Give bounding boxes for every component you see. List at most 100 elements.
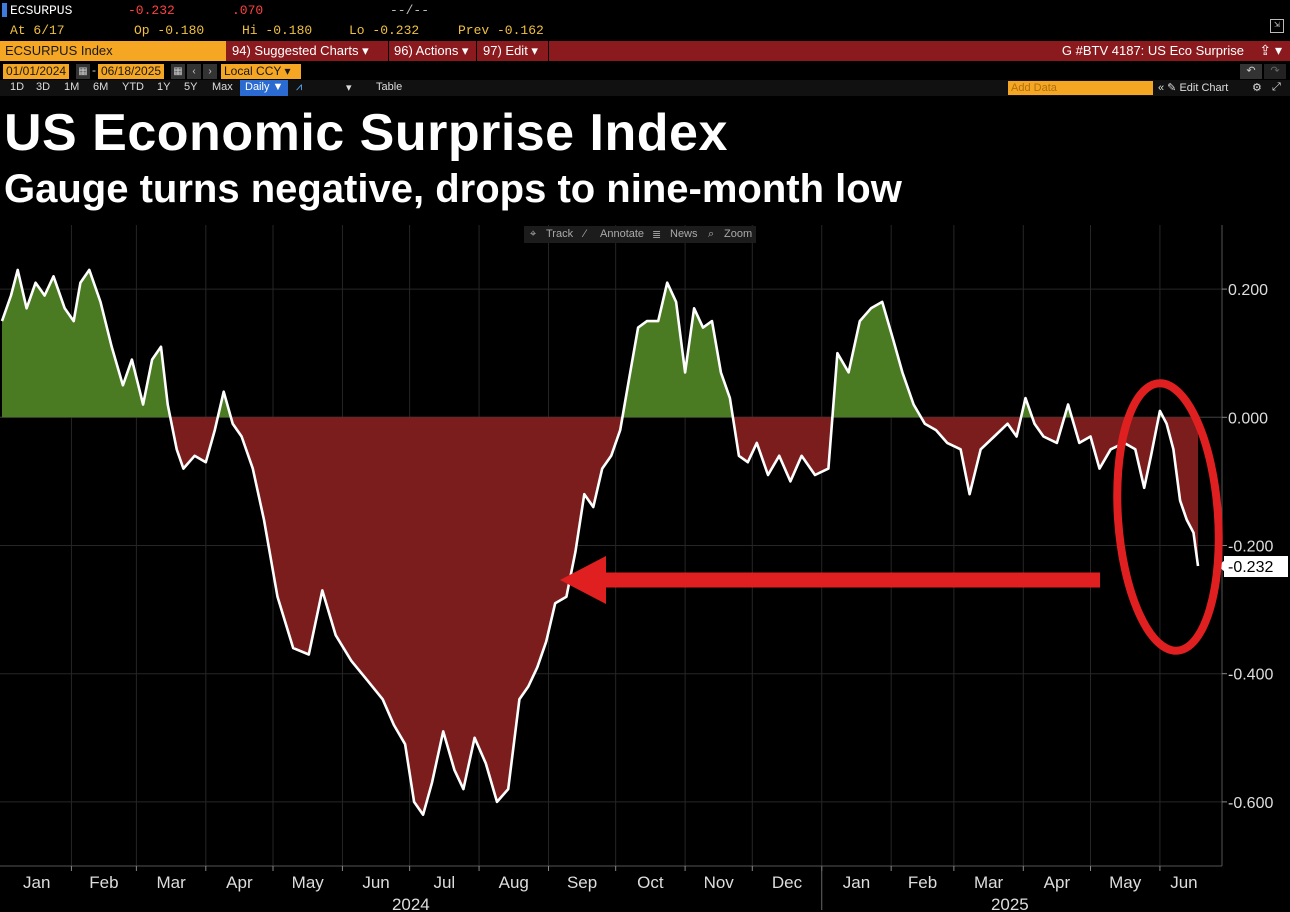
redo-icon[interactable]: ↷ (1264, 64, 1286, 79)
y-tick-label: 0.200 (1228, 282, 1268, 299)
negative-area (1032, 417, 1065, 443)
range-button[interactable]: 5Y (184, 81, 198, 93)
negative-area (1071, 417, 1159, 488)
series-line (0, 268, 1200, 816)
tool-annotate[interactable]: Annotate (600, 228, 645, 240)
quote-detail-row: At 6/17 Op -0.180 Hi -0.180 Lo -0.232 Pr… (0, 20, 1290, 40)
tool-news[interactable]: News (670, 228, 698, 240)
x-tick-label: Feb (908, 873, 937, 892)
x-tick-label: Mar (156, 873, 186, 892)
end-date-input[interactable]: 06/18/2025 (98, 64, 165, 79)
negative-area (230, 417, 623, 815)
positive-area (832, 301, 921, 418)
annotation-arrow-head (560, 556, 606, 604)
x-tick-label: Jul (433, 873, 455, 892)
x-tick-label: Jan (23, 873, 50, 892)
x-tick-label: Feb (89, 873, 118, 892)
range-button[interactable]: YTD (122, 81, 144, 93)
gear-icon[interactable]: ⚙ (1252, 82, 1262, 94)
x-tick-label: Aug (499, 873, 529, 892)
actions-menu[interactable]: 96) Actions ▾ (394, 43, 469, 58)
last-value-label: -0.232 (1228, 559, 1273, 576)
share-icon[interactable]: ⇪ ▾ (1259, 42, 1282, 58)
track-icon[interactable]: ⌖ (530, 228, 537, 240)
positive-area (2, 269, 171, 418)
chevron-down-icon[interactable]: ▾ (346, 82, 352, 94)
quote-prev: Prev -0.162 (458, 23, 544, 38)
x-tick-label: Jan (843, 873, 870, 892)
date-range-row: 01/01/2024 ▦ - 06/18/2025 ▦ ‹ › Local CC… (0, 63, 1290, 80)
negative-area (1163, 417, 1198, 566)
calendar-icon[interactable]: ▦ (171, 64, 185, 79)
news-icon[interactable]: ≣ (652, 229, 662, 241)
chevron-right-icon[interactable]: › (203, 64, 217, 79)
negative-area (170, 417, 218, 469)
quote-low: Lo -0.232 (349, 23, 420, 38)
x-tick-label: Nov (704, 873, 735, 892)
annotate-icon[interactable]: ⁄ (584, 228, 586, 240)
index-field[interactable]: ECSURPUS Index (0, 41, 226, 61)
range-button[interactable]: 1D (10, 81, 25, 93)
x-tick-label: May (292, 873, 325, 892)
range-button[interactable]: Max (212, 81, 233, 93)
ticker-marker (2, 3, 7, 17)
chart-area[interactable]: 0.200 0.000 -0.200 -0.400 -0.600 -0.232 Jan Feb… (0, 225, 1290, 912)
negative-area (732, 417, 833, 482)
expand-icon[interactable]: ⇲ (1270, 19, 1284, 33)
quote-high: Hi -0.180 (242, 23, 313, 38)
x-tick-label: Jun (362, 873, 389, 892)
quote-at: At 6/17 (10, 23, 65, 38)
range-button[interactable]: 6M (93, 81, 109, 93)
x-tick-label: Oct (637, 873, 664, 892)
chevron-left-icon[interactable]: ‹ (187, 64, 201, 79)
frequency-select[interactable]: Daily ▼ (240, 80, 289, 96)
menu-divider (548, 41, 549, 61)
command-bar: ECSURPUS Index 94) Suggested Charts ▾ 96… (0, 41, 1290, 61)
table-button[interactable]: Table (376, 81, 403, 93)
last-value-badge (1224, 556, 1288, 578)
x-year-label: 2024 (392, 895, 430, 912)
quote-status: --/-- (390, 3, 430, 18)
y-tick-label: 0.000 (1228, 410, 1268, 427)
y-tick-label: -0.400 (1228, 667, 1273, 684)
positive-area (217, 391, 231, 418)
range-button[interactable]: 3D (36, 81, 51, 93)
quote-row: ECSURPUS -0.232 .070 --/-- ⇲ (0, 0, 1290, 33)
y-tick-label: -0.600 (1228, 795, 1273, 812)
x-tick-label: Sep (567, 873, 597, 892)
date-separator: - (92, 63, 96, 77)
add-data-input[interactable]: Add Data (1008, 81, 1153, 95)
range-row: 1D 3D 1M 6M YTD 1Y 5Y Max Daily ▼ ⩘ ▾ Ta… (0, 80, 1290, 96)
edit-chart-button[interactable]: « ✎ Edit Chart (1158, 82, 1229, 94)
tool-track[interactable]: Track (546, 228, 574, 240)
menu-divider (476, 41, 477, 61)
x-tick-label: Mar (974, 873, 1004, 892)
x-tick-label: Jun (1170, 873, 1197, 892)
last-price: -0.232 (128, 3, 175, 18)
price-change: .070 (232, 3, 264, 18)
y-tick-label: -0.200 (1228, 539, 1273, 556)
chart-title: US Economic Surprise Index (4, 104, 728, 162)
annotation-ellipse (1113, 379, 1223, 655)
edit-menu[interactable]: 97) Edit ▾ (483, 43, 538, 58)
x-tick-label: Dec (772, 873, 803, 892)
suggested-charts-menu[interactable]: 94) Suggested Charts ▾ (232, 43, 369, 58)
start-date-input[interactable]: 01/01/2024 (3, 64, 70, 79)
negative-area (921, 417, 1022, 495)
chart-toolbar: ⌖ Track ⁄ Annotate ≣ News ⌕ Zoom (524, 226, 756, 243)
positive-area (622, 282, 733, 418)
search-icon[interactable]: ⌕ (708, 228, 715, 240)
undo-icon[interactable]: ↶ (1240, 64, 1262, 79)
chart-id-label[interactable]: G #BTV 4187: US Eco Surprise (1061, 43, 1244, 58)
line-chart-icon[interactable]: ⩘ (296, 81, 303, 93)
calendar-icon[interactable]: ▦ (76, 64, 90, 79)
quote-open: Op -0.180 (134, 23, 205, 38)
tool-zoom[interactable]: Zoom (724, 228, 753, 240)
x-tick-label: Apr (1044, 873, 1071, 892)
range-button[interactable]: 1Y (157, 81, 171, 93)
range-button[interactable]: 1M (64, 81, 80, 93)
ticker-symbol[interactable]: ECSURPUS (10, 3, 73, 18)
currency-select[interactable]: Local CCY ▾ (221, 64, 301, 79)
chart-subtitle: Gauge turns negative, drops to nine-mont… (4, 167, 902, 211)
expand-icon[interactable]: ⤢ (1272, 81, 1281, 93)
